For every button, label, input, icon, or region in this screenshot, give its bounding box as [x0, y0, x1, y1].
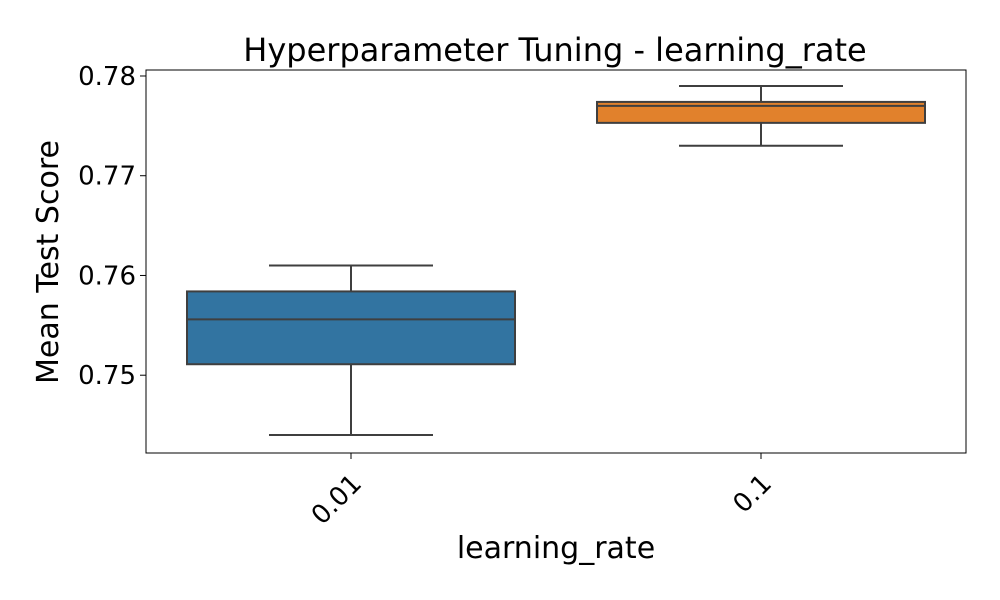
chart-title: Hyperparameter Tuning - learning_rate	[243, 31, 866, 69]
y-tick-label: 0.75	[78, 361, 136, 391]
iqr-box	[186, 290, 516, 366]
box-0.01	[186, 264, 516, 437]
boxes	[186, 84, 926, 437]
plot-area	[145, 69, 967, 454]
box-0.1	[596, 84, 926, 147]
y-tick-label: 0.77	[78, 162, 136, 192]
y-axis-label: Mean Test Score	[31, 140, 66, 384]
x-axis: 0.01 0.1	[306, 453, 778, 531]
x-tick-label: 0.1	[727, 469, 777, 519]
y-tick-label: 0.78	[78, 62, 136, 92]
y-axis: 0.75 0.76 0.77 0.78	[78, 62, 146, 391]
y-tick-label: 0.76	[78, 261, 136, 291]
x-tick-label: 0.01	[306, 469, 368, 531]
x-axis-label: learning_rate	[457, 531, 655, 566]
iqr-box	[596, 100, 926, 124]
